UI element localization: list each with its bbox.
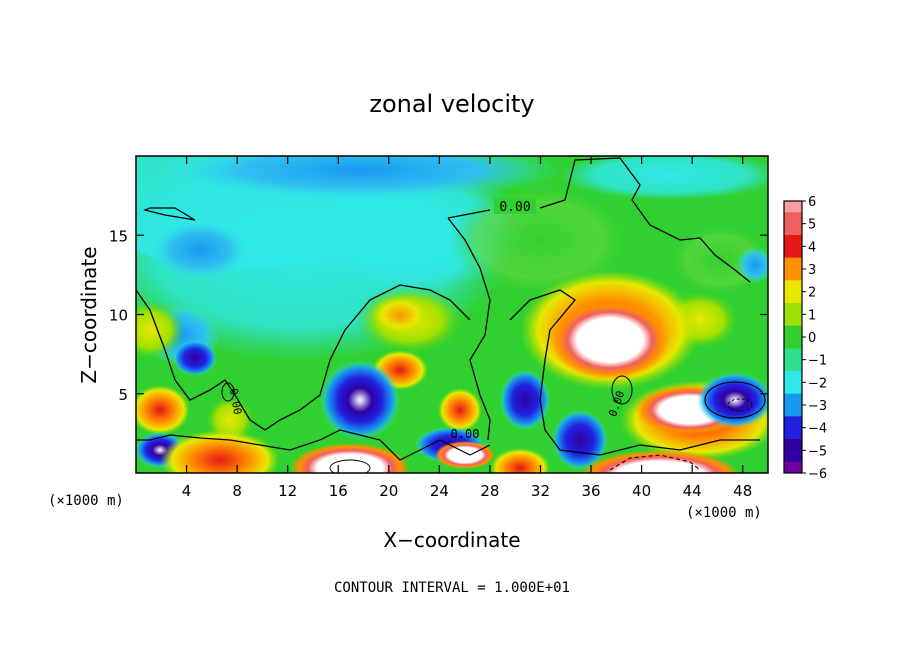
- colorbar-label: 2: [808, 286, 816, 301]
- colorbar-swatch: [784, 393, 802, 406]
- colorbar-swatch: [784, 257, 802, 270]
- x-axis-label: X−coordinate: [383, 528, 520, 552]
- colorbar-swatch: [784, 201, 802, 213]
- contour-label: 0.00: [499, 200, 530, 215]
- x-tick-label: 32: [531, 482, 550, 500]
- y-tick-label: 15: [109, 227, 128, 245]
- colorbar-swatch: [784, 303, 802, 315]
- colorbar-swatch: [784, 405, 802, 417]
- x-tick-label: 44: [683, 482, 702, 500]
- colorbar-label: 6: [808, 195, 816, 210]
- colorbar-swatch: [784, 371, 802, 383]
- y-tick-label: 10: [109, 307, 128, 325]
- colorbar-label: 1: [808, 308, 816, 323]
- colorbar-swatch: [784, 223, 802, 236]
- colorbar-swatch: [784, 246, 802, 259]
- colorbar-swatch: [784, 235, 802, 247]
- x-unit-left: (×1000 m): [48, 493, 124, 509]
- x-tick-label: 16: [329, 482, 348, 500]
- x-tick-label: 28: [480, 482, 499, 500]
- x-tick-label: 12: [278, 482, 297, 500]
- colorbar-label: −5: [808, 444, 827, 459]
- contour-interval-text: CONTOUR INTERVAL = 1.000E+01: [334, 580, 570, 596]
- x-axis: 4 8 12 16 20 24 28 32 36 40 44 48: [182, 156, 752, 500]
- colorbar-label: 3: [808, 263, 816, 278]
- colorbar-swatch: [784, 325, 802, 338]
- colorbar-swatch: [784, 280, 802, 293]
- x-tick-label: 8: [232, 482, 242, 500]
- colorbar-label: −4: [808, 422, 827, 437]
- colorbar-swatch: [784, 439, 802, 451]
- colorbar-label: −6: [808, 467, 827, 482]
- colorbar-swatch: [784, 450, 802, 463]
- colorbar: 6 5 4 3 2 1 0 −1 −2 −3 −4 −5 −6: [783, 195, 827, 482]
- x-tick-label: 20: [379, 482, 398, 500]
- y-axis: 5 10 15: [109, 227, 768, 404]
- colorbar-swatch: [784, 337, 802, 349]
- colorbar-label: 0: [808, 331, 816, 346]
- colorbar-swatch: [784, 314, 802, 327]
- contour-label: 0.00: [451, 427, 480, 441]
- colorbar-label: 5: [808, 218, 816, 233]
- colorbar-label: 4: [808, 240, 816, 255]
- x-unit-right: (×1000 m): [686, 505, 762, 521]
- x-tick-label: 24: [430, 482, 449, 500]
- chart-title: zonal velocity: [369, 90, 534, 118]
- velocity-field: [136, 156, 768, 473]
- colorbar-label: −2: [808, 376, 827, 391]
- colorbar-swatch: [784, 382, 802, 395]
- contour-label: 0.00: [227, 387, 244, 415]
- x-tick-label: 48: [733, 482, 752, 500]
- x-tick-label: 40: [632, 482, 651, 500]
- colorbar-swatch: [784, 427, 802, 440]
- x-tick-label: 4: [182, 482, 192, 500]
- colorbar-swatch: [784, 416, 802, 429]
- y-tick-label: 5: [118, 386, 128, 404]
- x-tick-label: 36: [581, 482, 600, 500]
- colorbar-swatch: [784, 212, 802, 225]
- colorbar-swatch: [784, 291, 802, 304]
- colorbar-swatch: [784, 359, 802, 372]
- colorbar-swatch: [784, 461, 802, 474]
- colorbar-label: −3: [808, 399, 827, 414]
- colorbar-label: −1: [808, 354, 827, 369]
- colorbar-swatch: [784, 269, 802, 281]
- colorbar-swatch: [784, 348, 802, 361]
- y-axis-label: Z−coordinate: [77, 246, 101, 383]
